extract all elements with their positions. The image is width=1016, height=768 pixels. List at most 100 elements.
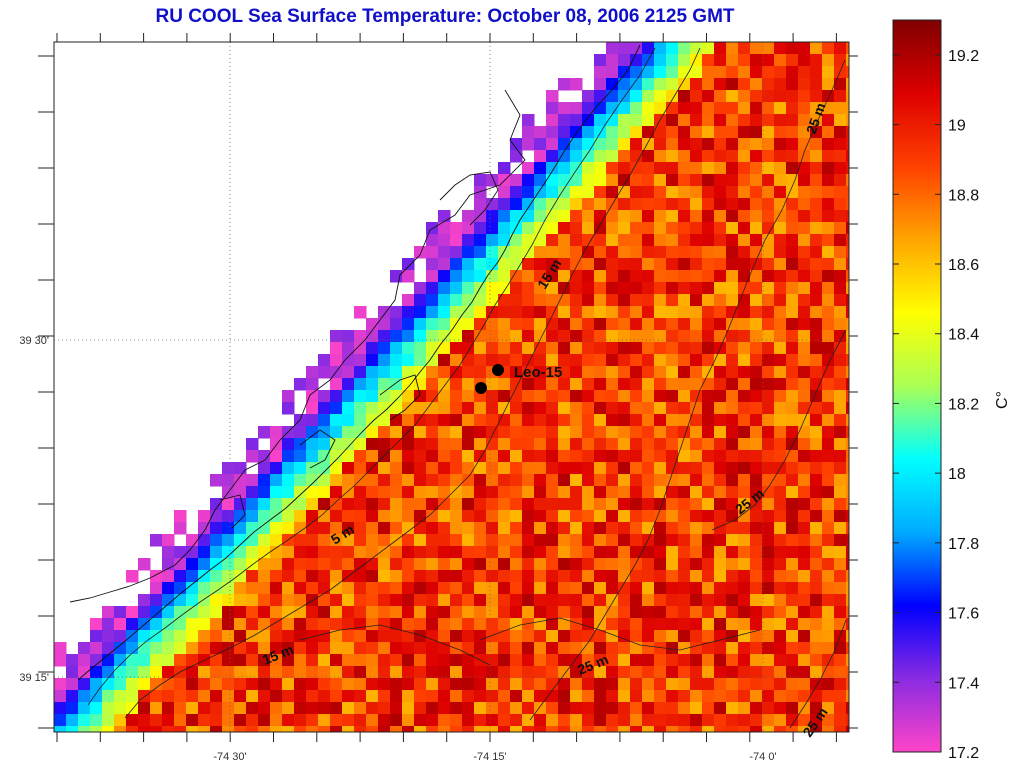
sst-pixel (846, 534, 849, 547)
sst-pixel (606, 666, 619, 679)
sst-pixel (486, 306, 499, 319)
sst-pixel (786, 726, 799, 732)
coastline (69, 44, 641, 681)
sst-pixel (762, 258, 775, 271)
sst-pixel (378, 594, 391, 607)
sst-pixel (474, 474, 487, 487)
sst-pixel (570, 474, 583, 487)
sst-pixel (762, 342, 775, 355)
sst-pixel (654, 186, 667, 199)
sst-pixel (774, 642, 787, 655)
sst-pixel (822, 510, 835, 523)
sst-pixel (762, 594, 775, 607)
sst-pixel (558, 558, 571, 571)
sst-pixel (270, 498, 283, 511)
sst-pixel (594, 78, 607, 91)
sst-pixel (402, 294, 415, 307)
sst-pixel (390, 522, 403, 535)
sst-pixel (342, 726, 355, 732)
sst-pixel (822, 582, 835, 595)
sst-pixel (678, 414, 691, 427)
sst-pixel (798, 66, 811, 79)
sst-pixel (834, 342, 847, 355)
sst-pixel (738, 318, 751, 331)
sst-pixel (474, 714, 487, 727)
sst-pixel (486, 630, 499, 643)
sst-pixel (618, 498, 631, 511)
sst-pixel (414, 654, 427, 667)
sst-pixel (330, 390, 343, 403)
sst-pixel (378, 318, 391, 331)
sst-pixel (426, 486, 439, 499)
sst-pixel (810, 522, 823, 535)
sst-pixel (570, 222, 583, 235)
sst-pixel (378, 546, 391, 559)
sst-pixel (714, 330, 727, 343)
sst-pixel (258, 546, 271, 559)
sst-pixel (702, 666, 715, 679)
sst-pixel (654, 534, 667, 547)
sst-pixel (690, 126, 703, 139)
sst-pixel (426, 702, 439, 715)
sst-pixel (594, 510, 607, 523)
sst-pixel (138, 630, 151, 643)
sst-pixel (510, 714, 523, 727)
sst-pixel (834, 726, 847, 732)
sst-pixel (450, 546, 463, 559)
sst-pixel (678, 282, 691, 295)
sst-pixel (486, 450, 499, 463)
sst-pixel (474, 690, 487, 703)
sst-pixel (450, 498, 463, 511)
sst-pixel (294, 630, 307, 643)
sst-pixel (162, 570, 175, 583)
sst-pixel (654, 246, 667, 259)
sst-pixel (606, 570, 619, 583)
sst-pixel (210, 726, 223, 732)
sst-pixel (690, 474, 703, 487)
sst-pixel (258, 558, 271, 571)
sst-pixel (450, 666, 463, 679)
sst-pixel (414, 522, 427, 535)
sst-pixel (834, 270, 847, 283)
sst-pixel (630, 654, 643, 667)
sst-pixel (414, 390, 427, 403)
sst-pixel (594, 714, 607, 727)
sst-pixel (810, 282, 823, 295)
sst-pixel (582, 258, 595, 271)
sst-pixel (846, 270, 849, 283)
sst-pixel (666, 426, 679, 439)
sst-pixel (846, 342, 849, 355)
sst-pixel (846, 678, 849, 691)
sst-pixel (354, 666, 367, 679)
sst-pixel (678, 450, 691, 463)
sst-pixel (510, 198, 523, 211)
sst-pixel (690, 438, 703, 451)
sst-pixel (642, 162, 655, 175)
sst-pixel (78, 642, 91, 655)
sst-pixel (570, 330, 583, 343)
sst-pixel (462, 618, 475, 631)
sst-pixel (618, 678, 631, 691)
sst-pixel (342, 378, 355, 391)
sst-pixel (630, 486, 643, 499)
sst-pixel (786, 558, 799, 571)
sst-pixel (486, 714, 499, 727)
sst-pixel (558, 174, 571, 187)
sst-pixel (486, 498, 499, 511)
sst-pixel (846, 606, 849, 619)
sst-pixel (270, 582, 283, 595)
sst-pixel (822, 522, 835, 535)
sst-pixel (330, 402, 343, 415)
sst-pixel (786, 474, 799, 487)
sst-pixel (486, 642, 499, 655)
sst-pixel (846, 486, 849, 499)
sst-pixel (558, 138, 571, 151)
sst-pixel (750, 510, 763, 523)
sst-pixel (786, 534, 799, 547)
sst-pixel (774, 558, 787, 571)
sst-pixel (582, 318, 595, 331)
sst-pixel (450, 234, 463, 247)
sst-pixel (522, 618, 535, 631)
sst-pixel (690, 138, 703, 151)
sst-pixel (450, 582, 463, 595)
